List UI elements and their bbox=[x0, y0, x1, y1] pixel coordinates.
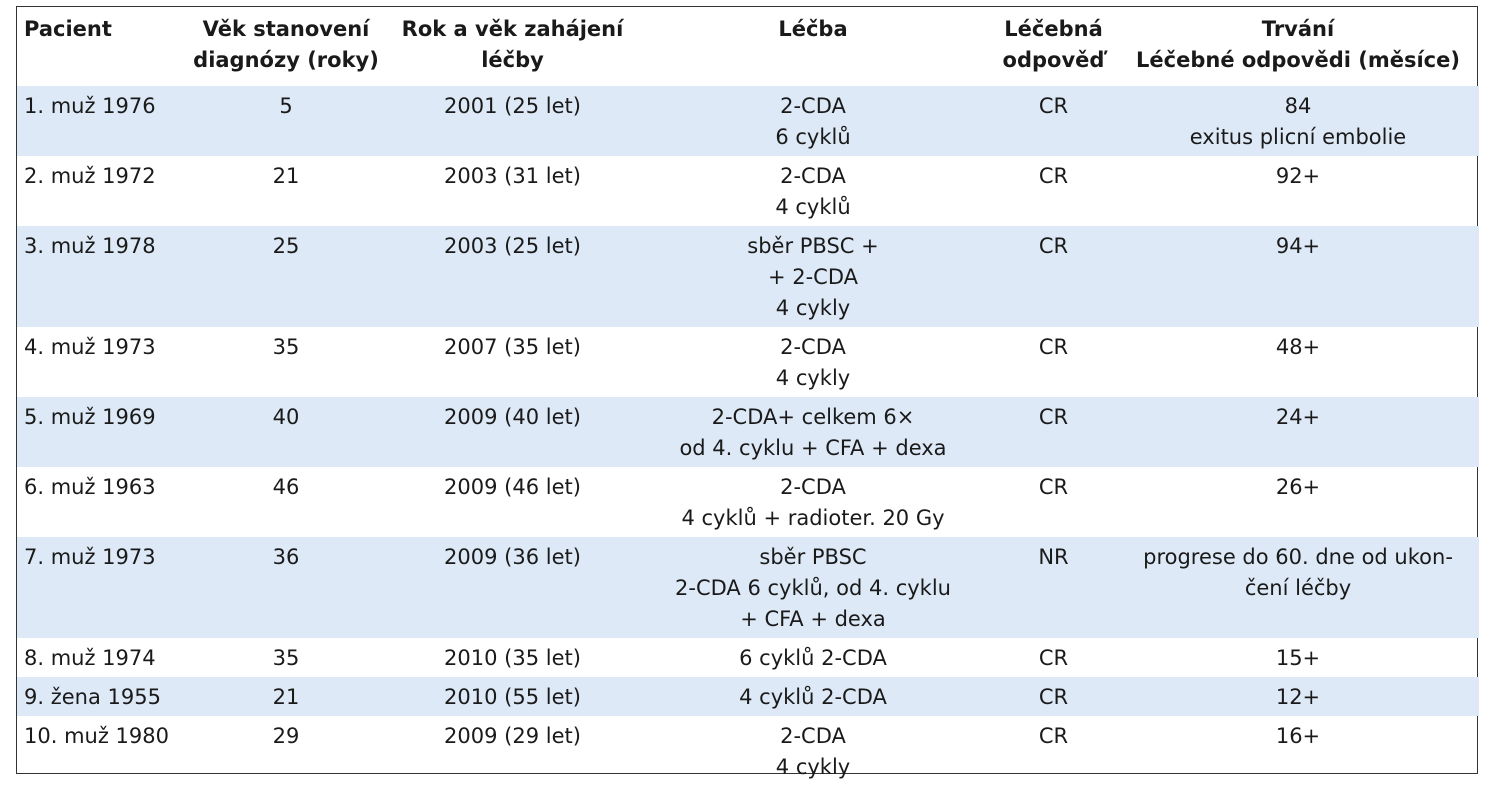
cell-rok-vek: 2003 (25 let) bbox=[389, 226, 636, 327]
cell-vek-diagnozy: 21 bbox=[272, 164, 300, 188]
cell-trvani: 84 exitus plicní embolie bbox=[1117, 86, 1479, 156]
header-lecba: Léčba bbox=[778, 17, 848, 41]
cell-trvani: 12+ bbox=[1117, 677, 1479, 716]
cell-odpoved: CR bbox=[990, 677, 1117, 716]
cell-odpoved: CR bbox=[1038, 164, 1069, 188]
cell-trvani: 16+ bbox=[1275, 724, 1321, 748]
cell-trvani: 92+ bbox=[1275, 164, 1321, 188]
cell-odpoved: CR bbox=[1038, 475, 1069, 499]
cell-vek-diagnozy: 36 bbox=[183, 537, 389, 638]
cell-vek-diagnozy: 35 bbox=[272, 335, 300, 359]
cell-rok-vek: 2009 (46 let) bbox=[444, 475, 581, 499]
cell-pacient: 1. muž 1976 bbox=[17, 86, 183, 156]
cell-lecba: 2-CDA 4 cykly bbox=[775, 335, 851, 390]
cell-rok-vek: 2009 (40 let) bbox=[389, 397, 636, 467]
cell-vek-diagnozy: 21 bbox=[183, 677, 389, 716]
cell-vek-diagnozy: 35 bbox=[272, 646, 300, 670]
header-lecebna-odpoved: Léčebná odpověď bbox=[1002, 17, 1105, 72]
cell-odpoved: CR bbox=[990, 86, 1117, 156]
table-row: 4. muž 1973 35 2007 (35 let) 2-CDA 4 cyk… bbox=[17, 327, 1479, 397]
table-row: 5. muž 1969 40 2009 (40 let) 2-CDA+ celk… bbox=[17, 397, 1479, 467]
table-row: 1. muž 1976 5 2001 (25 let) 2-CDA 6 cykl… bbox=[17, 86, 1479, 156]
cell-pacient: 2. muž 1972 bbox=[24, 164, 156, 188]
cell-pacient: 7. muž 1973 bbox=[17, 537, 183, 638]
table-frame: Pacient Věk stanovení diagnózy (roky) Ro… bbox=[16, 6, 1479, 779]
cell-odpoved: CR bbox=[1038, 335, 1069, 359]
cell-lecba: 4 cyklů 2-CDA bbox=[636, 677, 990, 716]
cell-odpoved: CR bbox=[1038, 724, 1069, 748]
cell-vek-diagnozy: 46 bbox=[272, 475, 300, 499]
cell-odpoved: NR bbox=[990, 537, 1117, 638]
cell-lecba: sběr PBSC + + 2-CDA 4 cykly bbox=[636, 226, 990, 327]
table-header-row: Pacient Věk stanovení diagnózy (roky) Ro… bbox=[17, 7, 1479, 86]
cell-pacient: 3. muž 1978 bbox=[17, 226, 183, 327]
header-pacient: Pacient bbox=[24, 17, 112, 41]
cell-trvani: 48+ bbox=[1275, 335, 1321, 359]
cell-vek-diagnozy: 40 bbox=[183, 397, 389, 467]
cell-lecba: 2-CDA 4 cyklů bbox=[775, 164, 851, 219]
cell-lecba: sběr PBSC 2-CDA 6 cyklů, od 4. cyklu + C… bbox=[636, 537, 990, 638]
cell-trvani: 24+ bbox=[1117, 397, 1479, 467]
table-row: 2. muž 1972 21 2003 (31 let) 2-CDA 4 cyk… bbox=[17, 156, 1479, 226]
header-trvani: Trvání Léčebné odpovědi (měsíce) bbox=[1136, 17, 1460, 72]
table-row: 7. muž 1973 36 2009 (36 let) sběr PBSC 2… bbox=[17, 537, 1479, 638]
cell-rok-vek: 2010 (55 let) bbox=[389, 677, 636, 716]
cell-lecba: 6 cyklů 2-CDA bbox=[739, 646, 887, 670]
cell-lecba: 2-CDA+ celkem 6× od 4. cyklu + CFA + dex… bbox=[636, 397, 990, 467]
cell-pacient: 5. muž 1969 bbox=[17, 397, 183, 467]
table-row: 3. muž 1978 25 2003 (25 let) sběr PBSC +… bbox=[17, 226, 1479, 327]
cell-rok-vek: 2009 (29 let) bbox=[444, 724, 581, 748]
cell-trvani: 26+ bbox=[1275, 475, 1321, 499]
cell-trvani: progrese do 60. dne od ukon- čení léčby bbox=[1117, 537, 1479, 638]
cell-odpoved: CR bbox=[990, 226, 1117, 327]
table-row: 9. žena 1955 21 2010 (55 let) 4 cyklů 2-… bbox=[17, 677, 1479, 716]
cell-vek-diagnozy: 5 bbox=[183, 86, 389, 156]
cell-pacient: 4. muž 1973 bbox=[24, 335, 156, 359]
cell-lecba: 2-CDA 6 cyklů bbox=[636, 86, 990, 156]
cell-lecba: 2-CDA 4 cyklů + radioter. 20 Gy bbox=[681, 475, 945, 530]
cell-pacient: 10. muž 1980 bbox=[24, 724, 169, 748]
cell-rok-vek: 2009 (36 let) bbox=[389, 537, 636, 638]
cell-pacient: 9. žena 1955 bbox=[17, 677, 183, 716]
cell-pacient: 6. muž 1963 bbox=[24, 475, 156, 499]
patient-table: Pacient Věk stanovení diagnózy (roky) Ro… bbox=[17, 7, 1479, 786]
cell-odpoved: CR bbox=[990, 397, 1117, 467]
cell-trvani: 94+ bbox=[1117, 226, 1479, 327]
cell-vek-diagnozy: 29 bbox=[272, 724, 300, 748]
cell-trvani: 15+ bbox=[1275, 646, 1321, 670]
cell-vek-diagnozy: 25 bbox=[183, 226, 389, 327]
table-row: 10. muž 1980 29 2009 (29 let) 2-CDA 4 cy… bbox=[17, 716, 1479, 786]
cell-lecba: 2-CDA 4 cykly bbox=[775, 724, 851, 779]
table-row: 8. muž 1974 35 2010 (35 let) 6 cyklů 2-C… bbox=[17, 638, 1479, 677]
header-rok-vek-lecby: Rok a věk zahájení léčby bbox=[401, 17, 624, 72]
table-row: 6. muž 1963 46 2009 (46 let) 2-CDA 4 cyk… bbox=[17, 467, 1479, 537]
cell-pacient: 8. muž 1974 bbox=[24, 646, 156, 670]
cell-odpoved: CR bbox=[1038, 646, 1069, 670]
header-vek-diagnozy: Věk stanovení diagnózy (roky) bbox=[193, 17, 379, 72]
cell-rok-vek: 2003 (31 let) bbox=[444, 164, 581, 188]
cell-rok-vek: 2010 (35 let) bbox=[444, 646, 581, 670]
cell-rok-vek: 2001 (25 let) bbox=[389, 86, 636, 156]
cell-rok-vek: 2007 (35 let) bbox=[444, 335, 581, 359]
